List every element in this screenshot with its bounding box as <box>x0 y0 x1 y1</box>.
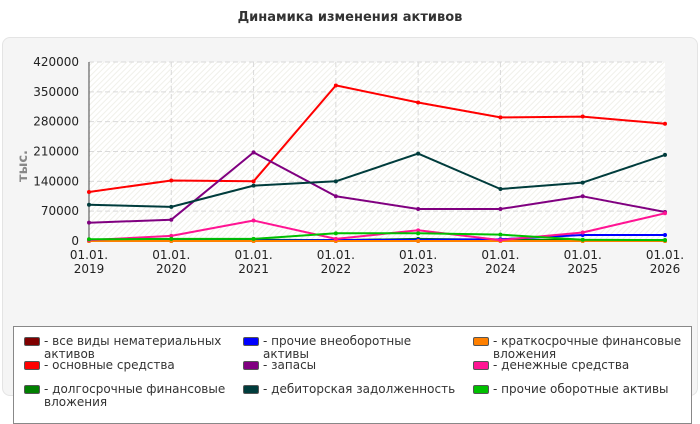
legend-label: - прочие внеоборотные активы <box>263 334 412 361</box>
data-point <box>416 231 421 236</box>
legend-label: - все виды нематериальных активов <box>44 334 222 361</box>
legend-label: - дебиторская задолженность <box>263 382 456 396</box>
series-line <box>88 151 666 224</box>
legend-swatch <box>473 385 489 394</box>
x-tick-label: 01.01. <box>70 248 108 262</box>
data-point <box>580 230 585 235</box>
data-point <box>333 179 338 184</box>
x-tick-label: 01.01. <box>646 248 684 262</box>
data-point <box>580 114 585 119</box>
x-tick-label: 01.01. <box>234 248 272 262</box>
data-point <box>580 194 585 199</box>
x-tick-label: 01.01. <box>564 248 602 262</box>
plot-area: 0 70000 140000 210000 280000 350000 420000 01.… <box>16 55 684 276</box>
x-tick-labels: 01.01.201901.01.202001.01.202101.01.2022… <box>70 248 684 276</box>
y-tick-label: 280000 <box>33 115 79 129</box>
data-point <box>251 183 256 188</box>
chart-title: Динамика изменения активов <box>237 10 463 25</box>
legend-label: - запасы <box>263 358 317 372</box>
series-line <box>88 152 666 208</box>
legend-label: - прочие оборотные активы <box>493 382 669 396</box>
data-point <box>416 100 421 105</box>
series-line <box>88 232 666 242</box>
data-point <box>663 211 667 216</box>
data-point <box>416 239 421 243</box>
data-point <box>333 83 338 88</box>
data-point <box>87 237 91 242</box>
legend-swatch <box>243 337 259 346</box>
x-tick-label: 2026 <box>650 262 681 276</box>
x-tick-label: 2020 <box>156 262 187 276</box>
data-point <box>580 180 585 185</box>
data-point <box>169 217 174 222</box>
data-point <box>169 236 174 241</box>
data-point <box>169 204 174 209</box>
legend-label: - краткосрочные финансовые вложения <box>493 334 682 361</box>
series-lines <box>87 83 667 243</box>
data-point <box>663 152 667 157</box>
x-tick-label: 01.01. <box>152 248 190 262</box>
data-point <box>333 231 338 236</box>
data-point <box>169 233 174 238</box>
series-line <box>88 212 666 242</box>
x-tick-label: 2022 <box>321 262 352 276</box>
legend-swatch <box>24 385 40 394</box>
legend-label: - основные средства <box>44 358 175 372</box>
y-axis-label: тыс. <box>16 150 31 182</box>
series-line <box>88 84 666 193</box>
legend: - все виды нематериальных активов - основ… <box>13 326 692 424</box>
y-tick-label: 70000 <box>41 204 79 218</box>
legend-swatch <box>473 337 489 346</box>
data-point <box>498 232 503 237</box>
x-tick-label: 01.01. <box>399 248 437 262</box>
x-tick-label: 2023 <box>403 262 434 276</box>
data-point <box>251 236 256 241</box>
data-point <box>416 207 421 212</box>
data-point <box>169 178 174 183</box>
data-point <box>87 189 91 194</box>
data-point <box>333 194 338 199</box>
data-point <box>498 187 503 192</box>
x-tick-label: 2021 <box>238 262 269 276</box>
data-point <box>663 121 667 126</box>
data-point <box>498 115 503 120</box>
x-tick-label: 2024 <box>485 262 516 276</box>
data-point <box>580 237 585 242</box>
legend-swatch <box>243 361 259 370</box>
data-point <box>87 202 91 207</box>
legend-swatch <box>473 361 489 370</box>
y-tick-label: 210000 <box>33 145 79 159</box>
data-point <box>251 150 256 155</box>
data-point <box>251 179 256 184</box>
chart-panel: 0 70000 140000 210000 280000 350000 420000 01.… <box>2 37 698 424</box>
legend-swatch <box>24 337 40 346</box>
legend-swatch <box>24 361 40 370</box>
data-point <box>251 218 256 223</box>
data-point <box>498 238 503 243</box>
legend-label: - денежные средства <box>493 358 630 372</box>
data-point <box>87 220 91 225</box>
x-tick-label: 01.01. <box>481 248 519 262</box>
data-point <box>416 151 421 156</box>
x-tick-label: 01.01. <box>317 248 355 262</box>
data-point <box>498 207 503 212</box>
y-tick-label: 0 <box>71 234 79 248</box>
data-point <box>663 238 667 243</box>
y-tick-label: 140000 <box>33 174 79 188</box>
data-point <box>663 233 667 238</box>
x-tick-label: 2019 <box>74 262 105 276</box>
y-tick-label: 420000 <box>33 55 79 69</box>
y-tick-label: 350000 <box>33 85 79 99</box>
legend-label: - долгосрочные финансовые вложения <box>44 382 226 409</box>
legend-swatch <box>243 385 259 394</box>
data-point <box>416 228 421 233</box>
y-tick-labels: 0 70000 140000 210000 280000 350000 420000 <box>33 55 79 248</box>
data-point <box>333 236 338 241</box>
x-tick-label: 2025 <box>567 262 598 276</box>
